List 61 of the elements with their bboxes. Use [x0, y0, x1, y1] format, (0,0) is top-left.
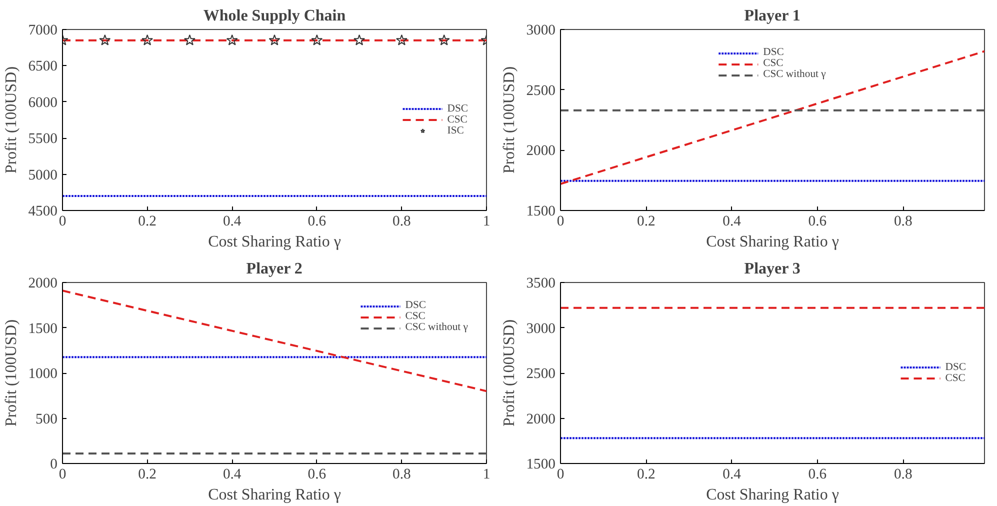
y-tick-label: 0: [50, 456, 58, 472]
legend-label: DSC: [447, 103, 468, 114]
y-tick-label: 1500: [526, 456, 556, 472]
legend-label: DSC: [763, 47, 784, 58]
x-axis-title: Cost Sharing Ratio γ: [706, 234, 839, 250]
y-axis-title: Profit (100USD): [3, 319, 20, 427]
y-tick-label: 6000: [28, 94, 58, 111]
legend-label: ISC: [447, 125, 465, 136]
x-tick-label: 0.4: [222, 214, 242, 230]
legend-label: CSC: [763, 58, 784, 69]
legend-label: CSC: [405, 311, 426, 322]
x-tick-label: 0.6: [808, 214, 827, 230]
y-tick-label: 3500: [526, 276, 556, 292]
x-tick-label: 1: [482, 214, 490, 230]
x-tick-label: 0.8: [392, 466, 411, 482]
x-axis-title: Cost Sharing Ratio γ: [208, 486, 341, 504]
y-tick-label: 5500: [28, 131, 58, 148]
chart-title: Player 3: [744, 260, 800, 278]
x-tick-label: 0.2: [636, 214, 656, 230]
legend-label: DSC: [945, 362, 966, 372]
x-tick-label: 0.8: [894, 466, 912, 482]
y-tick-label: 2000: [526, 411, 556, 428]
x-tick-label: 0.4: [222, 466, 242, 482]
y-tick-label: 6500: [28, 58, 58, 75]
x-tick-label: 0.2: [138, 466, 156, 482]
y-tick-label: 1000: [28, 366, 58, 382]
y-tick-label: 1500: [526, 204, 556, 220]
y-tick-label: 3000: [526, 320, 556, 337]
x-tick-label: 0.8: [894, 214, 912, 230]
y-tick-label: 7000: [28, 22, 58, 38]
y-axis-title: Profit (100USD): [501, 319, 518, 427]
chart-title: Whole Supply Chain: [203, 8, 346, 24]
chart-title: Player 2: [246, 260, 302, 278]
y-axis-title: Profit (100USD): [501, 66, 518, 174]
y-tick-label: 4500: [28, 204, 58, 220]
y-tick-label: 2500: [526, 366, 556, 382]
x-tick-label: 0.8: [392, 214, 411, 230]
legend-label: CSC without γ: [763, 69, 826, 80]
legend-label: CSC without γ: [405, 322, 468, 333]
x-tick-label: 0.6: [808, 466, 827, 482]
y-tick-label: 2000: [526, 143, 556, 160]
x-axis-title: Cost Sharing Ratio γ: [208, 234, 341, 250]
chart-title: Player 1: [744, 8, 800, 24]
y-axis-title: Profit (100USD): [3, 66, 20, 174]
y-tick-label: 5000: [28, 167, 58, 184]
x-tick-label: 1: [482, 466, 490, 482]
x-axis-title: Cost Sharing Ratio γ: [706, 486, 839, 504]
y-tick-label: 500: [36, 411, 58, 428]
y-tick-label: 2500: [526, 82, 556, 99]
y-tick-label: 3000: [526, 22, 556, 38]
x-tick-label: 0.4: [722, 466, 742, 482]
y-tick-label: 2000: [28, 276, 58, 292]
x-tick-label: 0.6: [308, 214, 326, 230]
x-tick-label: 0.6: [308, 466, 326, 482]
legend-label: CSC: [447, 114, 468, 125]
legend-label: DSC: [405, 300, 426, 311]
y-tick-label: 1500: [28, 320, 58, 337]
x-tick-label: 0.2: [636, 466, 656, 482]
legend-label: CSC: [945, 372, 966, 384]
x-tick-label: 0.2: [138, 214, 156, 230]
x-tick-label: 0.4: [722, 214, 742, 230]
